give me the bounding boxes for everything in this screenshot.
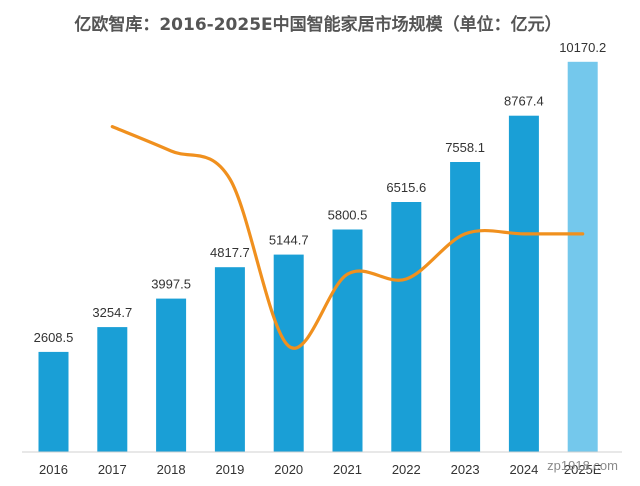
x-tick-2020: 2020 bbox=[274, 462, 303, 477]
x-tick-group: 2016 2017 2018 2019 2020 2021 2022 2023 2024 2025… bbox=[39, 462, 602, 477]
chart-title: 亿欧智库：2016-2025E中国智能家居市场规模（单位：亿元） bbox=[74, 14, 561, 35]
x-tick-2024: 2024 bbox=[509, 462, 538, 477]
bar-group bbox=[38, 61, 598, 453]
bar-2019 bbox=[214, 267, 245, 452]
bar-2017 bbox=[97, 327, 128, 452]
data-label-2018: 3997.5 bbox=[151, 277, 191, 292]
bar-2020 bbox=[273, 254, 304, 452]
bar-2025E bbox=[567, 61, 598, 453]
x-tick-2017: 2017 bbox=[98, 462, 127, 477]
data-label-2020: 5144.7 bbox=[269, 233, 309, 248]
data-label-2021: 5800.5 bbox=[328, 208, 368, 223]
bar-2023 bbox=[450, 162, 481, 452]
x-tick-2019: 2019 bbox=[215, 462, 244, 477]
x-tick-2021: 2021 bbox=[333, 462, 362, 477]
x-tick-2018: 2018 bbox=[157, 462, 186, 477]
data-label-2023: 7558.1 bbox=[445, 140, 485, 155]
x-tick-2022: 2022 bbox=[392, 462, 421, 477]
data-label-2019: 4817.7 bbox=[210, 245, 250, 260]
bar-2024 bbox=[508, 115, 539, 452]
x-tick-2025E: 2025E bbox=[564, 462, 602, 477]
watermark: zp1918.com bbox=[547, 458, 618, 473]
data-label-2022: 6515.6 bbox=[386, 180, 426, 195]
growth-line bbox=[110, 125, 585, 350]
value-label-group: 2608.5 3254.7 3997.5 4817.7 5144.7 5800.5 6515… bbox=[34, 40, 607, 345]
bar-2022 bbox=[391, 202, 422, 452]
x-tick-2016: 2016 bbox=[39, 462, 68, 477]
data-label-2025E: 10170.2 bbox=[559, 40, 606, 55]
data-label-2024: 8767.4 bbox=[504, 94, 544, 109]
bar-2018 bbox=[156, 298, 187, 452]
data-label-2016: 2608.5 bbox=[34, 330, 74, 345]
data-label-2017: 3254.7 bbox=[92, 305, 132, 320]
x-tick-2023: 2023 bbox=[451, 462, 480, 477]
bar-2016 bbox=[38, 351, 69, 452]
bar-2021 bbox=[332, 229, 363, 452]
